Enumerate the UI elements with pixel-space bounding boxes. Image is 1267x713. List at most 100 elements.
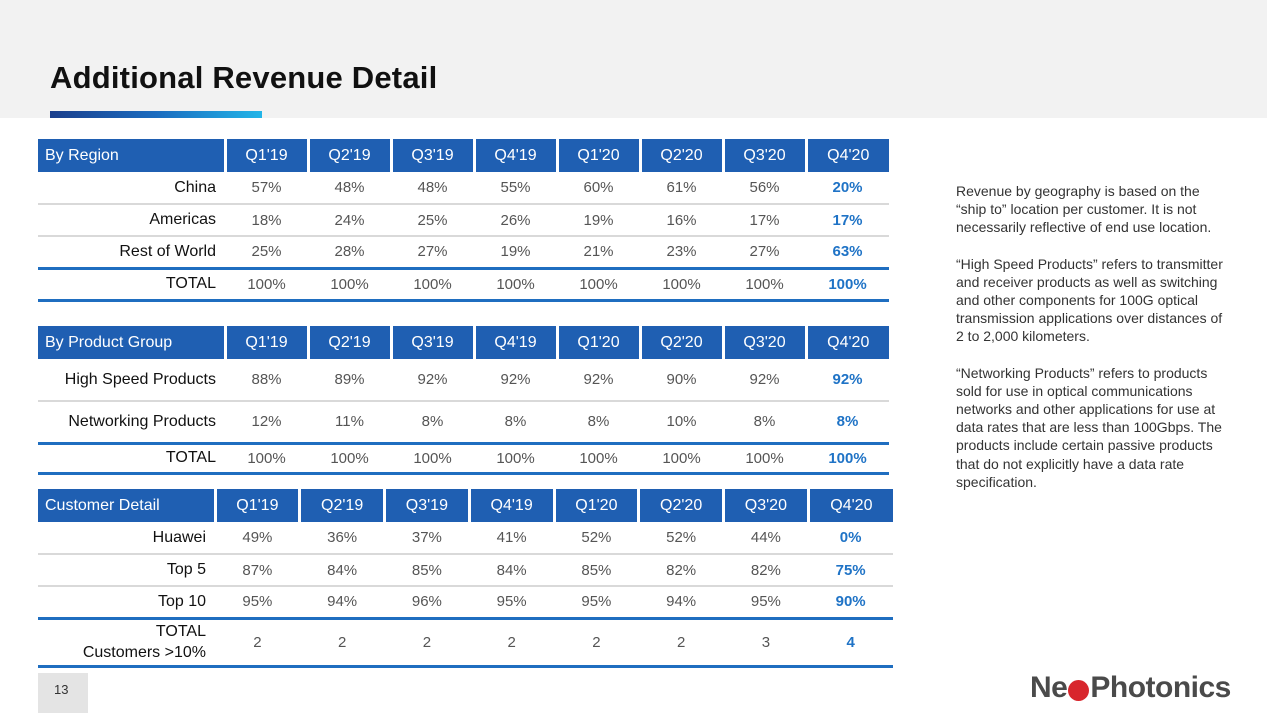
value-cell: 37% bbox=[384, 522, 470, 555]
value-cell: 100% bbox=[723, 266, 806, 302]
value-cell: 48% bbox=[308, 172, 391, 205]
value-cell: 82% bbox=[723, 554, 809, 587]
value-cell: 19% bbox=[474, 236, 557, 269]
value-cell: 55% bbox=[474, 172, 557, 205]
value-cell: 19% bbox=[557, 204, 640, 237]
table-row: China 57% 48% 48% 55% 60% 61% 56% 20% bbox=[38, 172, 889, 205]
value-cell: 92% bbox=[391, 359, 474, 402]
quarter-header: Q2'20 bbox=[637, 489, 724, 522]
quarter-header: Q1'20 bbox=[552, 489, 639, 522]
value-cell: 2 bbox=[554, 616, 639, 668]
value-cell: 16% bbox=[640, 204, 723, 237]
value-cell: 52% bbox=[638, 522, 724, 555]
value-cell: 2 bbox=[299, 616, 385, 668]
value-cell: 100% bbox=[225, 266, 308, 302]
neophotonics-logo: Ne Photonics bbox=[1030, 668, 1231, 708]
footnote-high-speed: “High Speed Products” refers to transmit… bbox=[956, 255, 1223, 345]
footnotes: Revenue by geography is based on the “sh… bbox=[956, 182, 1224, 509]
value-cell: 2 bbox=[384, 616, 470, 668]
value-cell: 100% bbox=[391, 266, 474, 302]
product-group-table: By Product Group Q1'19 Q2'19 Q3'19 Q4'19… bbox=[38, 326, 889, 475]
title-underline bbox=[50, 111, 262, 118]
quarter-header: Q3'20 bbox=[722, 489, 809, 522]
value-cell: 2 bbox=[215, 616, 300, 668]
latest-quarter-cell: 4 bbox=[808, 616, 893, 668]
value-cell: 87% bbox=[215, 554, 300, 587]
quarter-header: Q1'19 bbox=[223, 326, 308, 359]
value-cell: 100% bbox=[308, 441, 391, 475]
table-row: Huawei 49% 36% 37% 41% 52% 52% 44% 0% bbox=[38, 522, 893, 555]
row-label: Americas bbox=[38, 204, 225, 237]
quarter-header: Q3'20 bbox=[721, 326, 806, 359]
table-row: Top 5 87% 84% 85% 84% 85% 82% 82% 75% bbox=[38, 554, 893, 587]
table-header-row: Customer Detail Q1'19 Q2'19 Q3'19 Q4'19 … bbox=[38, 489, 893, 522]
value-cell: 10% bbox=[640, 401, 723, 444]
latest-quarter-cell: 63% bbox=[806, 236, 889, 269]
value-cell: 85% bbox=[554, 554, 639, 587]
latest-quarter-cell: 100% bbox=[806, 441, 889, 475]
value-cell: 52% bbox=[554, 522, 639, 555]
logo-text-1: Ne bbox=[1030, 671, 1068, 704]
value-cell: 49% bbox=[215, 522, 300, 555]
region-table: By Region Q1'19 Q2'19 Q3'19 Q4'19 Q1'20 … bbox=[38, 139, 889, 302]
value-cell: 56% bbox=[723, 172, 806, 205]
value-cell: 88% bbox=[225, 359, 308, 402]
total-row: TOTAL 100% 100% 100% 100% 100% 100% 100% 100% bbox=[38, 266, 889, 302]
value-cell: 8% bbox=[391, 401, 474, 444]
row-label: Huawei bbox=[38, 522, 215, 555]
value-cell: 36% bbox=[299, 522, 385, 555]
value-cell: 23% bbox=[640, 236, 723, 269]
value-cell: 92% bbox=[557, 359, 640, 402]
value-cell: 89% bbox=[308, 359, 391, 402]
quarter-header: Q3'19 bbox=[383, 489, 470, 522]
table-header-row: By Product Group Q1'19 Q2'19 Q3'19 Q4'19… bbox=[38, 326, 889, 359]
latest-quarter-cell: 17% bbox=[806, 204, 889, 237]
value-cell: 100% bbox=[557, 266, 640, 302]
row-label: China bbox=[38, 172, 225, 205]
value-cell: 100% bbox=[308, 266, 391, 302]
value-cell: 90% bbox=[640, 359, 723, 402]
value-cell: 95% bbox=[215, 586, 300, 619]
value-cell: 18% bbox=[225, 204, 308, 237]
quarter-header: Q3'19 bbox=[389, 139, 474, 172]
value-cell: 8% bbox=[557, 401, 640, 444]
value-cell: 48% bbox=[391, 172, 474, 205]
row-label: TOTAL bbox=[38, 266, 225, 302]
table-row: Top 10 95% 94% 96% 95% 95% 94% 95% 90% bbox=[38, 586, 893, 619]
table-row: Rest of World 25% 28% 27% 19% 21% 23% 27% 63% bbox=[38, 236, 889, 269]
quarter-header: Q1'20 bbox=[555, 139, 640, 172]
value-cell: 8% bbox=[474, 401, 557, 444]
value-cell: 100% bbox=[557, 441, 640, 475]
latest-quarter-cell: 0% bbox=[808, 522, 893, 555]
footnote-geography: Revenue by geography is based on the “sh… bbox=[956, 183, 1212, 236]
quarter-header: Q3'19 bbox=[389, 326, 474, 359]
value-cell: 8% bbox=[723, 401, 806, 444]
customer-detail-table: Customer Detail Q1'19 Q2'19 Q3'19 Q4'19 … bbox=[38, 489, 893, 668]
value-cell: 27% bbox=[391, 236, 474, 269]
quarter-header: Q4'20 bbox=[804, 326, 889, 359]
logo-red-dot-icon bbox=[1068, 679, 1090, 701]
value-cell: 28% bbox=[308, 236, 391, 269]
value-cell: 95% bbox=[554, 586, 639, 619]
quarter-header: Q1'19 bbox=[223, 139, 308, 172]
value-cell: 92% bbox=[474, 359, 557, 402]
table-row: Networking Products 12% 11% 8% 8% 8% 10% 8% 8% bbox=[38, 401, 889, 444]
quarter-header: Q4'20 bbox=[806, 489, 893, 522]
value-cell: 100% bbox=[640, 266, 723, 302]
page-title: Additional Revenue Detail bbox=[50, 60, 438, 95]
footnote-networking: “Networking Products” refers to products… bbox=[956, 364, 1222, 490]
table-header-label: By Region bbox=[38, 139, 225, 172]
value-cell: 100% bbox=[723, 441, 806, 475]
value-cell: 21% bbox=[557, 236, 640, 269]
table-row: Americas 18% 24% 25% 26% 19% 16% 17% 17% bbox=[38, 204, 889, 237]
value-cell: 2 bbox=[469, 616, 554, 668]
table-header-label: Customer Detail bbox=[38, 489, 215, 522]
table-header-label: By Product Group bbox=[38, 326, 225, 359]
table-row: High Speed Products 88% 89% 92% 92% 92% 90% 92%… bbox=[38, 359, 889, 402]
value-cell: 12% bbox=[225, 401, 308, 444]
row-label: TOTAL Customers >10% bbox=[38, 616, 215, 668]
page-number: 13 bbox=[38, 673, 88, 713]
quarter-header: Q2'20 bbox=[638, 326, 723, 359]
value-cell: 2 bbox=[638, 616, 724, 668]
value-cell: 100% bbox=[640, 441, 723, 475]
